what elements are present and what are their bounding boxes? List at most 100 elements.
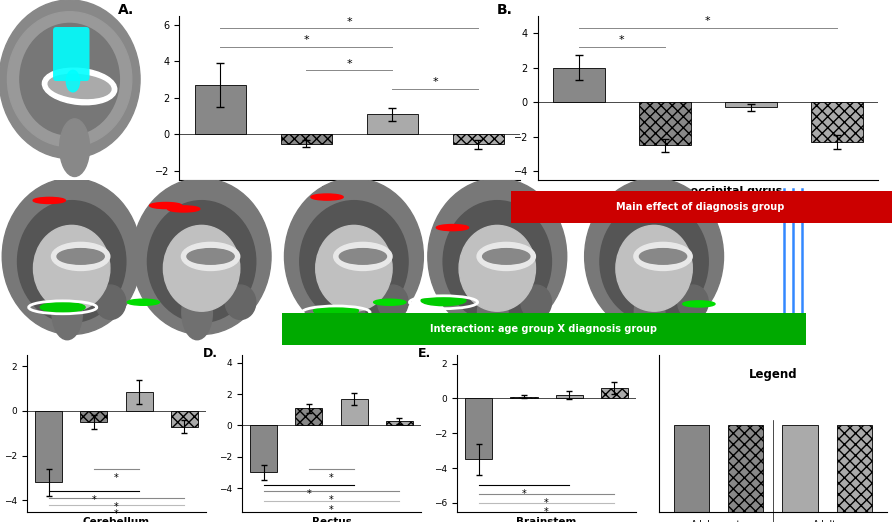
Text: *: * [114, 509, 119, 519]
Ellipse shape [57, 248, 104, 264]
Ellipse shape [187, 248, 234, 264]
Text: Seed: Seed [102, 159, 137, 172]
Bar [340, 399, 367, 425]
Ellipse shape [148, 200, 255, 323]
Bar [366, 114, 418, 134]
Ellipse shape [51, 242, 110, 270]
Ellipse shape [182, 285, 212, 340]
Text: *: * [544, 507, 549, 517]
Ellipse shape [483, 248, 530, 264]
Ellipse shape [133, 179, 271, 335]
Circle shape [427, 298, 460, 304]
Ellipse shape [0, 0, 140, 159]
Bar [250, 425, 277, 472]
X-axis label: Superior occipital gyrus: Superior occipital gyrus [633, 186, 782, 196]
Ellipse shape [2, 179, 142, 335]
Text: *: * [304, 35, 309, 45]
Circle shape [33, 197, 65, 204]
Bar [639, 102, 691, 146]
Ellipse shape [334, 285, 365, 340]
Text: Main effect of diagnosis group: Main effect of diagnosis group [616, 202, 785, 212]
Text: *: * [347, 59, 352, 69]
Circle shape [683, 301, 715, 307]
Text: *: * [347, 17, 352, 27]
Bar [725, 102, 777, 108]
Ellipse shape [340, 248, 386, 264]
Circle shape [150, 203, 182, 209]
Text: *: * [433, 77, 438, 87]
Text: Adolescents: Adolescents [691, 520, 745, 522]
Circle shape [47, 304, 79, 311]
Text: Adults: Adults [813, 520, 841, 522]
Ellipse shape [163, 226, 240, 311]
Bar [556, 395, 582, 398]
Ellipse shape [33, 226, 110, 311]
Ellipse shape [600, 200, 708, 323]
Circle shape [311, 194, 343, 200]
X-axis label: Rectus: Rectus [312, 517, 351, 522]
Ellipse shape [584, 179, 724, 335]
Text: *: * [521, 490, 526, 500]
Text: *: * [91, 495, 96, 505]
Bar [194, 85, 246, 134]
Ellipse shape [521, 285, 551, 319]
Text: A.: A. [118, 3, 134, 17]
Ellipse shape [40, 302, 85, 312]
Ellipse shape [459, 226, 536, 311]
X-axis label: Cerebellum: Cerebellum [83, 517, 150, 522]
Ellipse shape [52, 285, 82, 340]
Ellipse shape [315, 226, 392, 311]
Ellipse shape [421, 295, 466, 305]
Ellipse shape [428, 179, 567, 335]
Bar [296, 408, 323, 425]
Bar [465, 398, 492, 459]
FancyBboxPatch shape [282, 313, 806, 346]
Bar [811, 102, 863, 142]
X-axis label: Precunes: Precunes [321, 186, 378, 196]
Text: *: * [114, 473, 119, 483]
Text: C.: C. [0, 347, 1, 360]
Text: D.: D. [202, 347, 218, 360]
Text: *: * [329, 504, 334, 515]
Circle shape [436, 224, 469, 231]
Bar [601, 388, 628, 398]
Ellipse shape [60, 119, 90, 176]
Bar [386, 421, 413, 425]
Bar [81, 411, 108, 422]
Ellipse shape [20, 23, 119, 135]
Ellipse shape [677, 285, 708, 319]
Text: *: * [306, 489, 311, 499]
Ellipse shape [478, 285, 508, 340]
Text: Legend: Legend [748, 368, 797, 381]
Circle shape [374, 299, 406, 305]
Ellipse shape [633, 242, 693, 270]
Circle shape [168, 206, 200, 212]
Bar [171, 411, 198, 426]
Ellipse shape [477, 242, 536, 270]
Text: Interaction: age group X diagnosis group: Interaction: age group X diagnosis group [430, 324, 658, 335]
Ellipse shape [181, 242, 240, 270]
Bar [674, 424, 709, 512]
Ellipse shape [444, 200, 551, 323]
Text: B.: B. [496, 3, 513, 17]
Ellipse shape [7, 11, 132, 147]
Ellipse shape [95, 285, 125, 319]
Ellipse shape [18, 200, 125, 323]
Circle shape [127, 299, 159, 305]
Ellipse shape [314, 306, 358, 316]
Ellipse shape [225, 285, 255, 319]
Text: *: * [329, 473, 334, 483]
Ellipse shape [285, 179, 424, 335]
Bar [125, 392, 152, 411]
Bar [452, 134, 504, 145]
Ellipse shape [42, 68, 116, 105]
Ellipse shape [634, 285, 665, 340]
Bar [280, 134, 332, 144]
Text: *: * [705, 16, 711, 27]
Bar [782, 424, 818, 512]
Circle shape [320, 307, 352, 314]
FancyBboxPatch shape [53, 27, 90, 81]
Bar [837, 424, 872, 512]
Ellipse shape [333, 242, 392, 270]
Ellipse shape [66, 70, 80, 92]
